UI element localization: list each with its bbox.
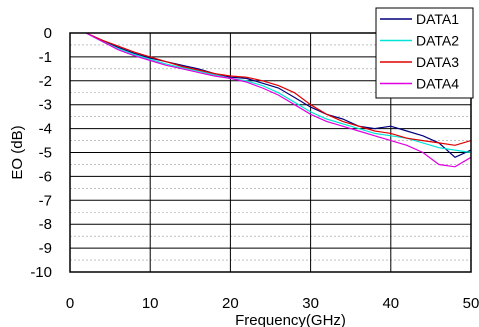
x-tick-label: 50 [463, 295, 479, 312]
series-line-data3 [85, 32, 472, 146]
legend-label: DATA3 [416, 54, 459, 70]
x-tick-labels: 0 10 20 30 40 50 [66, 295, 479, 312]
x-tick-label: 40 [382, 295, 399, 312]
y-tick-label: -10 [30, 264, 52, 281]
series-line-data1 [85, 32, 472, 159]
x-tick-label: 20 [222, 295, 239, 312]
y-tick-label: -7 [39, 192, 52, 209]
y-tick-label: -5 [39, 145, 52, 162]
legend-label: DATA2 [416, 33, 459, 49]
legend: DATA1 DATA2 DATA3 DATA4 [375, 7, 474, 99]
plot-frame [69, 32, 472, 273]
x-tick-label: 10 [142, 295, 159, 312]
y-tick-label: -1 [39, 49, 52, 66]
y-tick-label: -6 [39, 168, 52, 185]
legend-label: DATA1 [416, 11, 459, 27]
y-tick-labels: 0 -1 -2 -3 -4 -5 -6 -7 -8 -9 -10 [30, 25, 52, 281]
x-axis-label: Frequency(GHz) [235, 312, 346, 327]
x-tick-label: 0 [66, 295, 74, 312]
y-tick-label: -9 [39, 240, 52, 257]
x-tick-label: 30 [302, 295, 319, 312]
y-tick-label: -8 [39, 216, 52, 233]
y-tick-label: -2 [39, 73, 52, 90]
series-line-data4 [85, 32, 472, 168]
y-axis-label: EO (dB) [9, 125, 26, 179]
y-tick-label: -3 [39, 97, 52, 114]
series-layer [85, 32, 472, 168]
y-tick-label: -4 [39, 121, 52, 138]
legend-label: DATA4 [416, 76, 459, 92]
y-tick-label: 0 [44, 25, 52, 42]
